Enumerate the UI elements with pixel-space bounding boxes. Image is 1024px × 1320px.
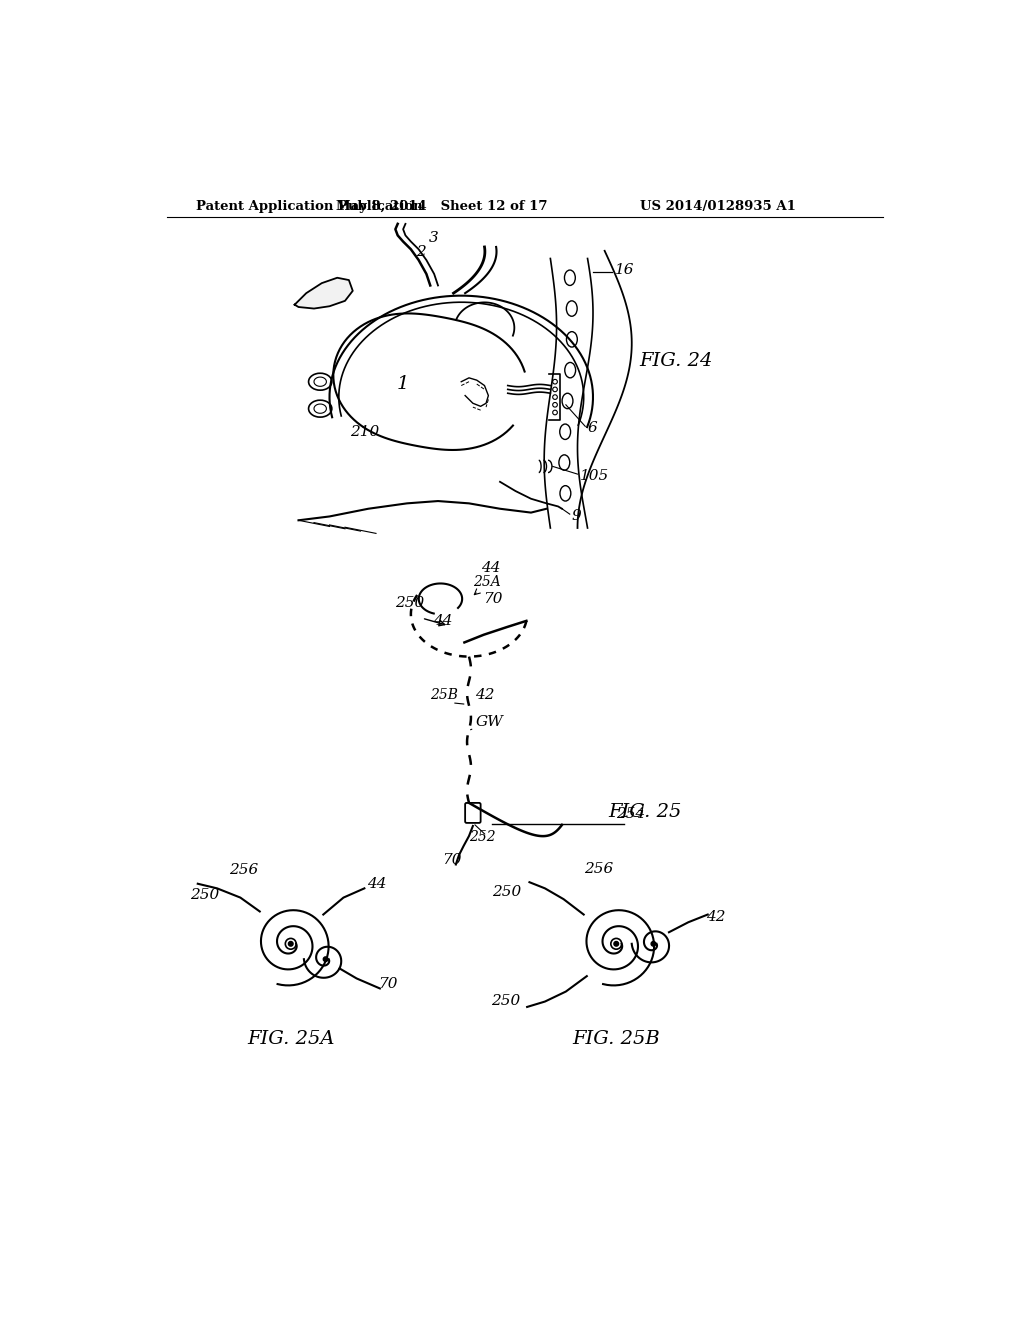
Text: 105: 105 — [580, 469, 609, 483]
Text: 16: 16 — [614, 263, 634, 277]
Text: 42: 42 — [707, 909, 726, 924]
Circle shape — [289, 941, 293, 946]
Text: 6: 6 — [588, 421, 597, 434]
Text: 252: 252 — [469, 830, 496, 845]
Circle shape — [324, 957, 328, 961]
Text: Patent Application Publication: Patent Application Publication — [197, 199, 423, 213]
Text: 250: 250 — [490, 994, 520, 1008]
Text: 44: 44 — [480, 561, 501, 576]
Text: 70: 70 — [483, 591, 503, 606]
Text: US 2014/0128935 A1: US 2014/0128935 A1 — [640, 199, 796, 213]
Polygon shape — [295, 277, 352, 309]
Text: 250: 250 — [493, 884, 521, 899]
Circle shape — [614, 941, 618, 946]
Text: 2: 2 — [416, 246, 426, 259]
Text: 25A: 25A — [473, 574, 501, 589]
Text: 250: 250 — [190, 888, 219, 902]
Circle shape — [651, 941, 655, 946]
Text: 250: 250 — [394, 595, 424, 610]
Text: FIG. 24: FIG. 24 — [640, 352, 713, 371]
Text: FIG. 25A: FIG. 25A — [247, 1030, 335, 1048]
Text: 3: 3 — [429, 231, 439, 244]
Text: 44: 44 — [367, 878, 386, 891]
Text: 25B: 25B — [430, 688, 459, 702]
Text: 70: 70 — [378, 977, 398, 991]
Text: 1: 1 — [397, 375, 410, 393]
Text: 210: 210 — [350, 425, 379, 438]
Text: May 8, 2014   Sheet 12 of 17: May 8, 2014 Sheet 12 of 17 — [336, 199, 548, 213]
Text: GW: GW — [475, 715, 503, 729]
Text: 44: 44 — [433, 615, 453, 628]
Text: 70: 70 — [442, 854, 462, 867]
Text: FIG. 25: FIG. 25 — [608, 803, 682, 821]
Text: 9: 9 — [571, 510, 581, 524]
Text: FIG. 25B: FIG. 25B — [572, 1030, 660, 1048]
Text: 256: 256 — [584, 862, 613, 876]
Text: 256: 256 — [228, 863, 258, 878]
Text: 42: 42 — [475, 688, 495, 702]
Text: 254: 254 — [616, 808, 645, 821]
